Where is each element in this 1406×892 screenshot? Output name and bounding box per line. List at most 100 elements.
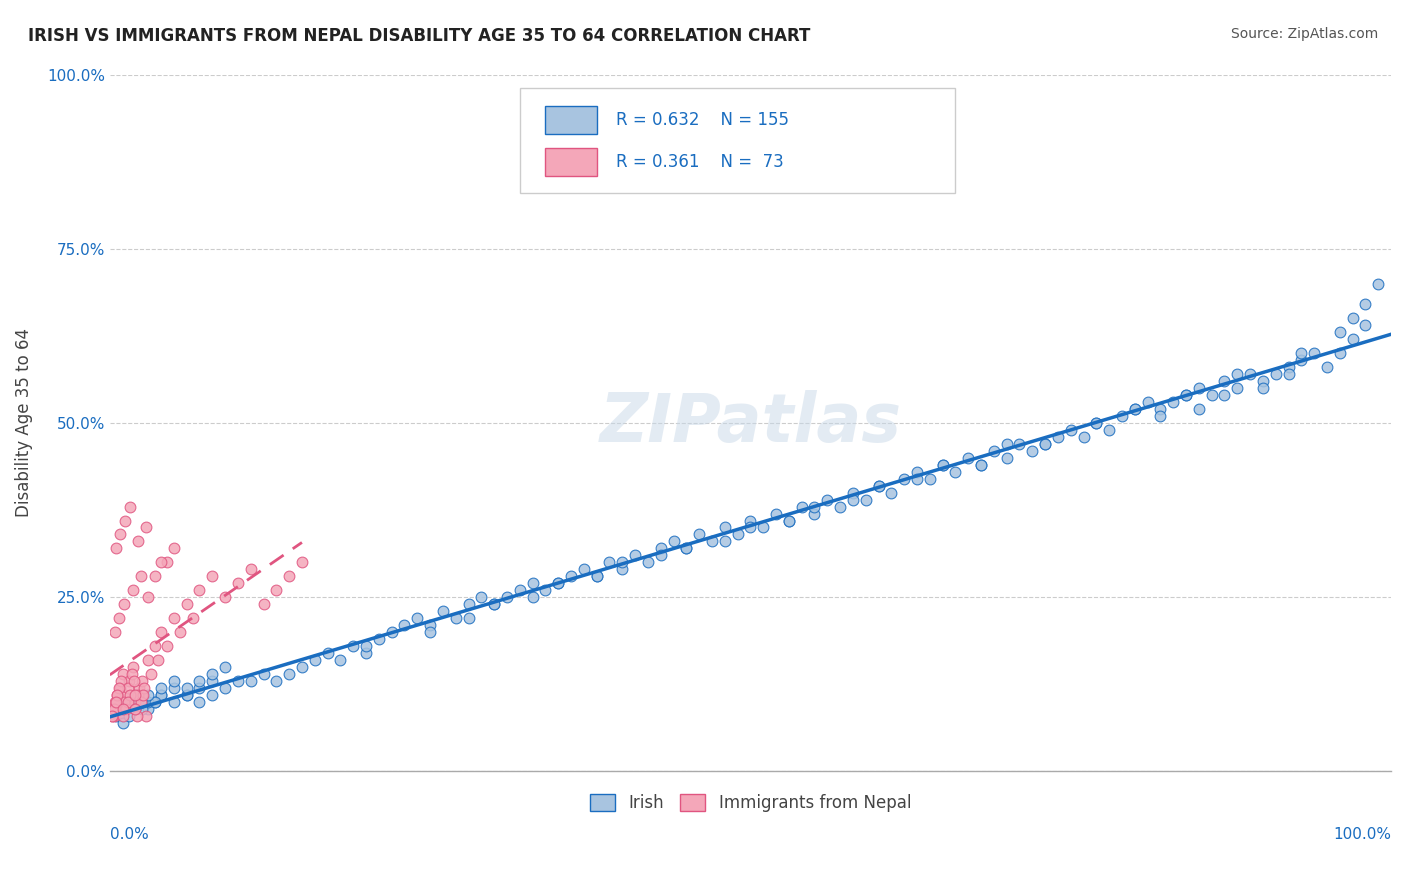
Point — [118, 673, 141, 688]
Point — [111, 701, 134, 715]
Point — [1354, 318, 1376, 333]
Point — [188, 583, 211, 598]
Point — [176, 681, 198, 695]
Point — [121, 583, 143, 598]
Point — [905, 472, 928, 486]
Point — [880, 485, 903, 500]
Point — [163, 673, 186, 688]
Point — [150, 625, 173, 640]
Point — [131, 695, 153, 709]
Point — [470, 590, 492, 604]
Point — [101, 708, 124, 723]
Point — [1329, 326, 1351, 340]
Text: R = 0.632    N = 155: R = 0.632 N = 155 — [616, 111, 789, 128]
Point — [1073, 430, 1095, 444]
Point — [132, 688, 155, 702]
Point — [316, 646, 339, 660]
Point — [842, 485, 865, 500]
Point — [131, 701, 153, 715]
Point — [828, 500, 851, 514]
Point — [226, 673, 249, 688]
Point — [970, 458, 993, 472]
Point — [1161, 395, 1184, 409]
Point — [1239, 367, 1261, 381]
Point — [419, 618, 441, 632]
Point — [112, 695, 135, 709]
Point — [104, 701, 127, 715]
Point — [214, 590, 236, 604]
Bar — [546, 106, 596, 134]
Point — [995, 437, 1018, 451]
Point — [150, 688, 173, 702]
Point — [148, 653, 170, 667]
Point — [139, 666, 162, 681]
Point — [1226, 367, 1249, 381]
Point — [136, 653, 159, 667]
Point — [1303, 346, 1326, 360]
Point — [143, 569, 166, 583]
Point — [105, 695, 128, 709]
Point — [572, 562, 595, 576]
Point — [943, 465, 966, 479]
Point — [342, 639, 364, 653]
Point — [111, 701, 134, 715]
Point — [624, 549, 647, 563]
Point — [675, 541, 697, 556]
Point — [181, 611, 204, 625]
Point — [124, 688, 146, 702]
Point — [1277, 367, 1299, 381]
Point — [122, 673, 145, 688]
Point — [239, 673, 262, 688]
Point — [156, 555, 179, 569]
Point — [110, 673, 132, 688]
Point — [136, 590, 159, 604]
Text: R = 0.361    N =  73: R = 0.361 N = 73 — [616, 153, 783, 170]
Point — [156, 639, 179, 653]
Point — [252, 597, 274, 611]
Point — [598, 555, 620, 569]
Point — [1033, 437, 1056, 451]
Point — [1085, 416, 1108, 430]
Point — [457, 611, 479, 625]
Point — [143, 639, 166, 653]
Legend: Irish, Immigrants from Nepal: Irish, Immigrants from Nepal — [583, 788, 918, 819]
Point — [108, 681, 131, 695]
Point — [214, 660, 236, 674]
Point — [905, 465, 928, 479]
Point — [662, 534, 685, 549]
Point — [778, 514, 800, 528]
Point — [1201, 388, 1223, 402]
Point — [1316, 360, 1339, 375]
Point — [752, 520, 775, 534]
Point — [419, 625, 441, 640]
Point — [918, 472, 941, 486]
Point — [713, 534, 735, 549]
Point — [291, 660, 314, 674]
Point — [522, 590, 544, 604]
Point — [108, 527, 131, 541]
Point — [868, 478, 890, 492]
Point — [367, 632, 389, 646]
Point — [128, 681, 150, 695]
Point — [104, 625, 127, 640]
Point — [239, 562, 262, 576]
Point — [1264, 367, 1286, 381]
Point — [266, 583, 288, 598]
Point — [135, 520, 157, 534]
Point — [522, 576, 544, 591]
Bar — [546, 148, 596, 176]
Point — [815, 492, 838, 507]
Point — [266, 673, 288, 688]
Point — [585, 569, 607, 583]
Point — [188, 695, 211, 709]
Point — [188, 673, 211, 688]
Point — [1213, 374, 1236, 388]
Text: 100.0%: 100.0% — [1333, 827, 1391, 842]
Point — [163, 695, 186, 709]
Point — [252, 666, 274, 681]
Point — [131, 688, 153, 702]
Point — [1149, 402, 1171, 417]
Point — [176, 688, 198, 702]
Point — [118, 708, 141, 723]
Point — [1098, 423, 1121, 437]
